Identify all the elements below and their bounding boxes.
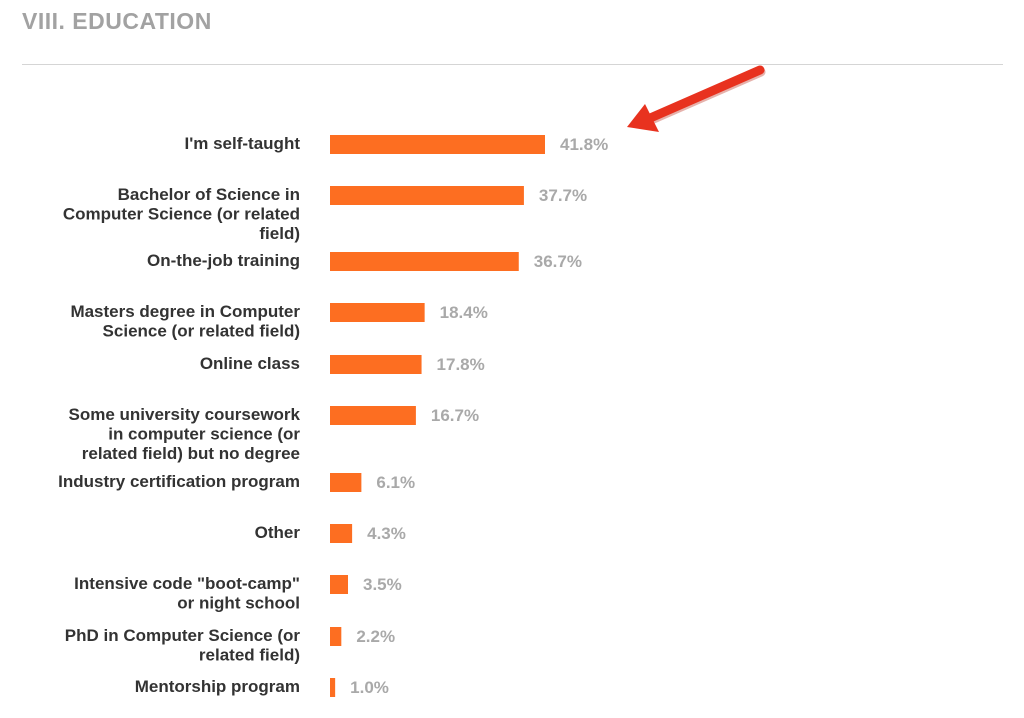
category-label: I'm self-taught xyxy=(185,134,301,153)
value-label: 17.8% xyxy=(437,355,485,374)
category-label: Industry certification program xyxy=(58,472,300,491)
category-label: Mentorship program xyxy=(135,677,300,696)
category-label-line: Industry certification program xyxy=(58,472,300,491)
category-label-line: in computer science (or xyxy=(108,425,300,444)
red-arrow-icon xyxy=(627,65,766,132)
bar-2 xyxy=(330,252,519,271)
value-label: 36.7% xyxy=(534,252,582,271)
section-title: VIII. EDUCATION xyxy=(22,8,212,34)
category-label: Masters degree in Computer Science (or re… xyxy=(70,302,300,341)
category-label: On-the-job training xyxy=(147,251,300,270)
category-label-line: PhD in Computer Science (or xyxy=(65,626,301,645)
category-label-line: Bachelor of Science in xyxy=(118,185,300,204)
category-label-line: related field) but no degree xyxy=(82,444,300,463)
category-label-line: Science (or related field) xyxy=(103,322,300,341)
bar-5 xyxy=(330,406,416,425)
category-label: Other xyxy=(255,523,301,542)
value-label: 6.1% xyxy=(376,473,415,492)
category-labels-group: I'm self-taught Bachelor of Science in Com… xyxy=(58,134,300,696)
category-label-line: Masters degree in Computer xyxy=(70,302,300,321)
value-label: 3.5% xyxy=(363,575,402,594)
category-label-line: Mentorship program xyxy=(135,677,300,696)
category-label-line: Other xyxy=(255,523,301,542)
category-label-line: related field) xyxy=(199,646,300,665)
bar-3 xyxy=(330,303,425,322)
category-label-line: Some university coursework xyxy=(69,405,301,424)
value-label: 41.8% xyxy=(560,135,608,154)
bar-7 xyxy=(330,524,353,543)
section-divider xyxy=(22,64,1003,65)
value-labels-group: 41.8% 37.7% 36.7% 18.4% 17.8% 16.7% 6.1% 4.3% 3.… xyxy=(350,135,608,697)
category-label: Online class xyxy=(200,354,300,373)
bar-9 xyxy=(330,627,342,646)
category-label-line: I'm self-taught xyxy=(185,134,301,153)
bar-10 xyxy=(330,678,336,697)
bar-0 xyxy=(330,135,545,154)
bar-1 xyxy=(330,186,524,205)
value-label: 1.0% xyxy=(350,678,389,697)
bar-6 xyxy=(330,473,362,492)
category-label: Bachelor of Science in Computer Science (… xyxy=(63,185,300,243)
value-label: 16.7% xyxy=(431,406,479,425)
category-label-line: Computer Science (or related xyxy=(63,205,300,224)
category-label-line: Intensive code "boot-camp" xyxy=(74,574,300,593)
bar-4 xyxy=(330,355,422,374)
value-label: 2.2% xyxy=(356,627,395,646)
value-label: 37.7% xyxy=(539,186,587,205)
bars-group xyxy=(330,135,545,697)
category-label: Some university coursework in computer sc… xyxy=(69,405,301,463)
bar-8 xyxy=(330,575,349,594)
category-label-line: Online class xyxy=(200,354,300,373)
value-label: 18.4% xyxy=(440,303,488,322)
category-label: Intensive code "boot-camp" or night schoo… xyxy=(74,574,300,613)
value-label: 4.3% xyxy=(367,524,406,543)
category-label-line: field) xyxy=(259,224,300,243)
category-label: PhD in Computer Science (or related field… xyxy=(65,626,301,665)
category-label-line: or night school xyxy=(177,594,300,613)
category-label-line: On-the-job training xyxy=(147,251,300,270)
